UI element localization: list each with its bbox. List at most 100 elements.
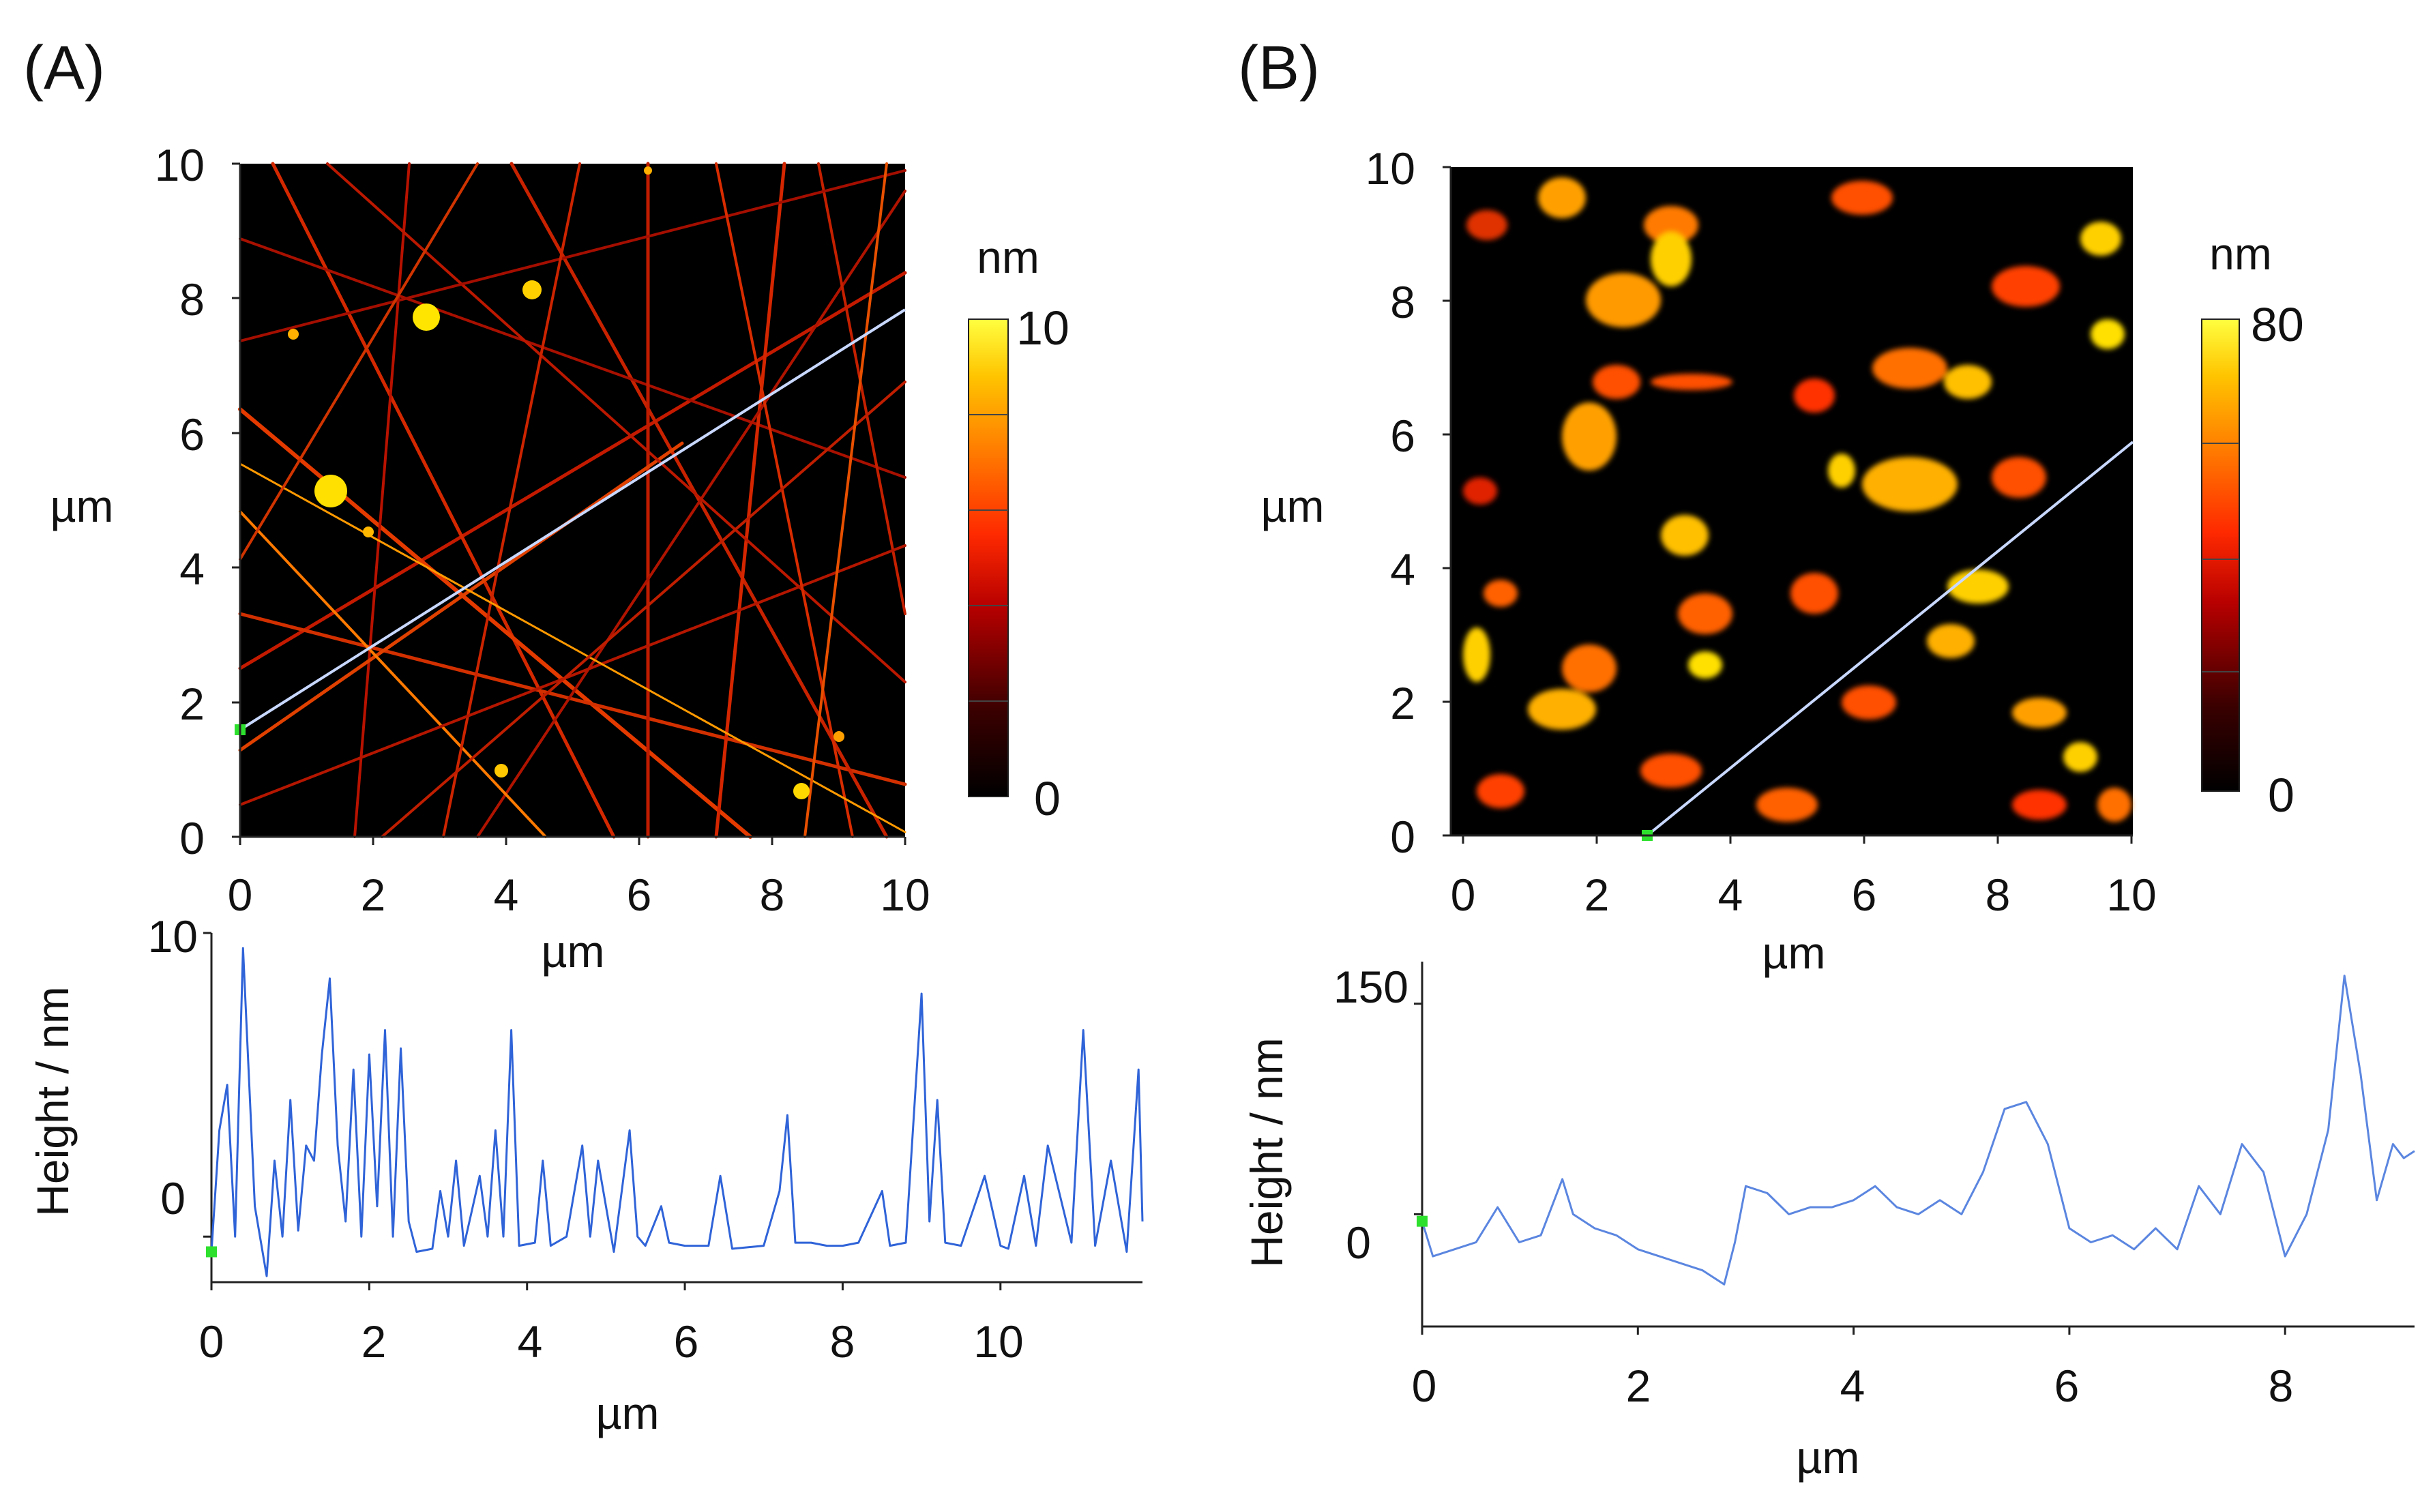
fiber xyxy=(353,162,411,838)
colorbar-b-max-label: 80 xyxy=(2251,298,2304,351)
afm-image-b-aggregates xyxy=(1463,177,2131,822)
fiber xyxy=(238,271,907,670)
image-a-x-tick-label: 4 xyxy=(494,870,519,920)
image-a-y-tick-label: 6 xyxy=(179,409,205,460)
aggregate xyxy=(793,783,810,799)
aggregate xyxy=(1640,754,1702,788)
aggregate xyxy=(522,280,542,299)
profile-a-y-axis-label: Height / nm xyxy=(27,986,78,1216)
aggregate xyxy=(1790,573,1838,614)
aggregate xyxy=(644,166,652,175)
image-b-x-tick-label: 6 xyxy=(1852,870,1877,920)
panel-b-label: (B) xyxy=(1238,34,1320,102)
aggregate xyxy=(1992,266,2060,307)
panel-b-afm-image: 0 2 4 6 8 10 0 2 4 6 8 10 µm µm xyxy=(1260,143,2156,978)
aggregate xyxy=(2063,742,2097,772)
fiber xyxy=(239,462,906,833)
image-a-y-axis-label: µm xyxy=(50,481,113,531)
profile-b-series-line xyxy=(1421,975,2415,1286)
image-b-y-tick-label: 10 xyxy=(1366,143,1415,194)
aggregate xyxy=(1947,569,2009,604)
aggregate xyxy=(1562,644,1617,692)
panel-b-colorbar: nm 80 0 xyxy=(2201,228,2304,822)
panel-a-height-profile: 10 0 Height / nm µm 0 2 4 6 8 10 xyxy=(27,911,1144,1438)
aggregate xyxy=(1944,365,1992,399)
fiber xyxy=(803,162,888,838)
image-a-x-axis-label: µm xyxy=(541,926,604,977)
fiber xyxy=(381,381,906,838)
aggregate xyxy=(1661,515,1709,556)
afm-image-a-aggregates xyxy=(288,166,844,799)
image-a-y-tick-marks xyxy=(232,162,240,838)
aggregate xyxy=(1651,232,1692,286)
aggregate xyxy=(1872,348,1947,389)
profile-a-y-tick-label: 0 xyxy=(160,1173,186,1224)
image-b-y-axis-label: µm xyxy=(1260,481,1324,531)
aggregate xyxy=(833,731,844,742)
image-a-y-tick-label: 4 xyxy=(179,544,205,594)
aggregate xyxy=(1862,457,1958,512)
image-a-y-tick-label: 2 xyxy=(179,679,205,729)
aggregate xyxy=(1678,593,1732,634)
profile-a-x-tick-label: 0 xyxy=(199,1316,224,1367)
profile-a-x-axis-label: µm xyxy=(595,1388,659,1438)
image-a-x-tick-label: 2 xyxy=(361,870,386,920)
profile-b-x-tick-label: 4 xyxy=(1840,1361,1865,1411)
aggregate xyxy=(1477,774,1524,808)
fiber xyxy=(442,162,581,838)
aggregate xyxy=(1562,402,1617,471)
aggregate xyxy=(1538,177,1586,218)
aggregate xyxy=(1593,365,1640,399)
profile-a-y-tick-label: 10 xyxy=(148,911,198,962)
image-b-x-tick-label: 0 xyxy=(1451,870,1476,920)
image-b-x-axis-label: µm xyxy=(1762,928,1825,978)
image-b-x-tick-label: 10 xyxy=(2106,870,2156,920)
fiber xyxy=(476,190,906,838)
profile-b-y-axis-label: Height / nm xyxy=(1241,1037,1292,1267)
aggregate xyxy=(363,527,374,537)
fiber xyxy=(715,162,854,838)
profile-a-x-tick-label: 8 xyxy=(830,1316,855,1367)
profile-b-x-tick-label: 0 xyxy=(1412,1361,1437,1411)
fiber xyxy=(239,162,479,561)
image-b-x-tick-label: 8 xyxy=(1986,870,2011,920)
image-a-y-tick-label: 8 xyxy=(179,274,205,325)
profile-b-x-axis-label: µm xyxy=(1796,1432,1859,1483)
image-b-x-tick-marks xyxy=(1462,835,2133,844)
colorbar-a-unit: nm xyxy=(977,232,1039,282)
aggregate xyxy=(2012,698,2067,728)
image-b-y-tick-label: 8 xyxy=(1390,277,1415,327)
image-a-x-tick-label: 6 xyxy=(627,870,652,920)
colorbar-a-min-label: 0 xyxy=(1034,772,1061,825)
fiber xyxy=(714,162,786,839)
image-b-y-tick-label: 0 xyxy=(1390,812,1415,862)
aggregate xyxy=(1528,689,1596,730)
aggregate xyxy=(1466,210,1507,240)
profile-a-x-tick-label: 6 xyxy=(674,1316,699,1367)
aggregate xyxy=(1992,457,2046,498)
image-b-x-tick-label: 2 xyxy=(1584,870,1610,920)
colorbar-b-unit: nm xyxy=(2209,228,2272,279)
profile-a-start-marker xyxy=(206,1246,217,1258)
aggregate xyxy=(1586,273,1661,327)
profile-b-x-tick-label: 8 xyxy=(2269,1361,2294,1411)
aggregate xyxy=(1927,624,1975,658)
image-b-y-tick-label: 4 xyxy=(1390,544,1415,595)
fiber xyxy=(239,237,906,479)
image-a-x-tick-label: 10 xyxy=(880,870,930,920)
profile-b-y-tick-label: 150 xyxy=(1333,962,1408,1012)
aggregate xyxy=(1831,181,1893,215)
image-b-y-tick-label: 2 xyxy=(1390,678,1415,728)
profile-a-series-line xyxy=(210,947,1144,1277)
panel-b-height-profile: 150 0 Height / nm µm 0 2 4 6 8 xyxy=(1241,962,2415,1483)
profile-a-x-tick-label: 10 xyxy=(973,1316,1023,1367)
image-a-x-tick-marks xyxy=(239,837,906,845)
fiber xyxy=(326,162,906,683)
image-a-y-tick-label: 10 xyxy=(155,140,205,190)
image-a-x-tick-label: 0 xyxy=(228,870,253,920)
image-a-y-tick-label: 0 xyxy=(179,813,205,863)
aggregate xyxy=(1794,379,1835,413)
aggregate xyxy=(1828,454,1855,488)
aggregate xyxy=(1651,374,1732,390)
